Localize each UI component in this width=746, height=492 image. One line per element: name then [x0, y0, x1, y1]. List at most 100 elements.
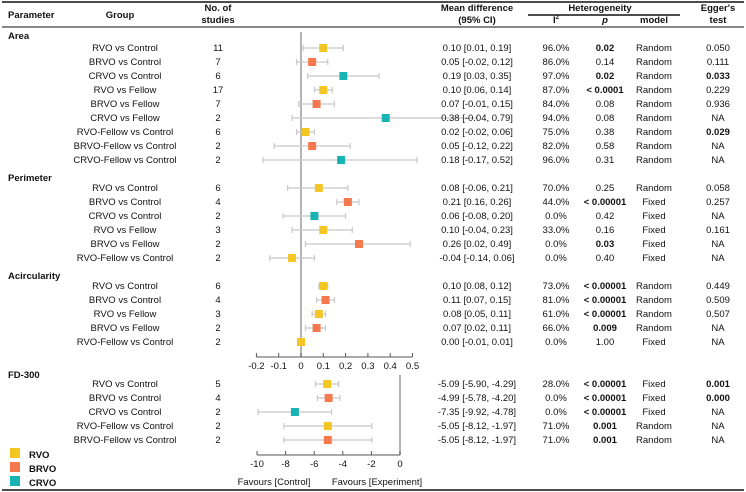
row-group: RVO-Fellow vs Control — [77, 337, 173, 348]
row-i2: 0.0% — [545, 407, 567, 418]
row-p-value: 1.00 — [596, 337, 615, 348]
row-mean-difference: 0.38 [-0.04, 0.79] — [441, 113, 513, 124]
row-egger: 0.029 — [706, 127, 730, 138]
header-model: model — [640, 15, 668, 26]
table-body: Area RVO vs Control 11 0.10 [0.01, 0.19] 96.… — [8, 31, 731, 489]
table-row: RVO vs Control 5 -5.09 [-5.90, -4.29] 28.0%… — [92, 379, 731, 390]
table-row: BRVO vs Control 4 -4.99 [-5.78, -4.20] 0.0%… — [89, 393, 730, 404]
table-row: CRVO vs Control 6 0.19 [0.03, 0.35] 97.0% 0.… — [89, 71, 730, 82]
row-egger: 0.000 — [706, 393, 730, 404]
legend-label: BRVO — [29, 464, 56, 475]
row-egger: NA — [711, 141, 725, 152]
row-i2: 0.0% — [545, 211, 567, 222]
point-estimate-marker — [290, 408, 299, 416]
row-model: Fixed — [642, 239, 665, 250]
row-p-value: 0.31 — [596, 155, 615, 166]
point-estimate-marker — [288, 254, 297, 262]
row-mean-difference: 0.00 [-0.01, 0.01] — [441, 337, 513, 348]
row-n-studies: 2 — [215, 337, 220, 348]
row-group: RVO-Fellow vs Control — [77, 253, 173, 264]
table-row: CRVO vs Fellow 2 0.38 [-0.04, 0.79] 94.0% 0.… — [90, 113, 725, 124]
row-i2: 0.0% — [545, 253, 567, 264]
row-i2: 0.0% — [545, 393, 567, 404]
header-n-line2: studies — [201, 15, 234, 26]
row-i2: 66.0% — [543, 323, 570, 334]
axis-tick-label: 0.4 — [384, 361, 397, 372]
row-model: Random — [636, 71, 672, 82]
point-estimate-marker — [323, 436, 332, 444]
row-n-studies: 2 — [215, 253, 220, 264]
header-group: Group — [106, 10, 135, 21]
point-estimate-marker — [312, 324, 321, 332]
row-egger: 0.257 — [706, 197, 730, 208]
table-row: RVO-Fellow vs Control 2 -0.04 [-0.14, 0.06… — [77, 253, 725, 264]
row-mean-difference: 0.08 [0.05, 0.11] — [443, 309, 511, 320]
row-egger: 0.058 — [706, 183, 730, 194]
axis-tick-label: 0.5 — [406, 361, 419, 372]
section-header: Perimeter — [8, 173, 52, 184]
row-p-value: 0.001 — [593, 435, 617, 446]
row-egger: 0.449 — [706, 281, 730, 292]
row-egger: NA — [711, 421, 725, 432]
point-estimate-marker — [319, 226, 328, 234]
header-p: p — [601, 15, 608, 26]
table-row: CRVO vs Control 2 -7.35 [-9.92, -4.78] 0.0%… — [89, 407, 726, 418]
row-group: CRVO-Fellow vs Control — [73, 155, 176, 166]
row-group: RVO vs Fellow — [94, 85, 157, 96]
table-row: RVO-Fellow vs Control 6 0.02 [-0.02, 0.06]… — [77, 127, 730, 138]
row-model: Random — [636, 57, 672, 68]
row-mean-difference: 0.19 [0.03, 0.35] — [443, 71, 512, 82]
row-p-value: 0.25 — [596, 183, 615, 194]
table-row: BRVO vs Control 4 0.11 [0.07, 0.15] 81.0% < … — [89, 295, 730, 306]
row-n-studies: 4 — [215, 295, 220, 306]
row-i2: 96.0% — [543, 43, 570, 54]
row-mean-difference: 0.08 [-0.06, 0.21] — [441, 183, 513, 194]
row-n-studies: 7 — [215, 99, 220, 110]
axis-tick-label: 0.1 — [317, 361, 330, 372]
row-mean-difference: 0.21 [0.16, 0.26] — [443, 197, 512, 208]
row-n-studies: 2 — [215, 407, 220, 418]
row-egger: NA — [711, 211, 725, 222]
table-row: CRVO-Fellow vs Control 2 0.18 [-0.17, 0.52… — [73, 155, 725, 166]
row-i2: 96.0% — [543, 155, 570, 166]
row-group: CRVO vs Control — [89, 211, 162, 222]
row-mean-difference: 0.11 [0.07, 0.15] — [443, 295, 511, 306]
row-mean-difference: -0.04 [-0.14, 0.06] — [440, 253, 515, 264]
row-n-studies: 2 — [215, 141, 220, 152]
row-n-studies: 7 — [215, 57, 220, 68]
table-row: RVO-Fellow vs Control 2 0.00 [-0.01, 0.01]… — [77, 337, 725, 348]
header-egger-line2: test — [710, 15, 728, 26]
legend-swatch — [10, 476, 20, 486]
row-i2: 97.0% — [543, 71, 570, 82]
row-egger: 0.509 — [706, 295, 730, 306]
row-p-value: < 0.00001 — [584, 393, 627, 404]
row-mean-difference: 0.10 [-0.04, 0.23] — [441, 225, 513, 236]
axis-tick-label: -0.1 — [271, 361, 287, 372]
header-parameter: Parameter — [8, 10, 55, 21]
row-n-studies: 2 — [215, 211, 220, 222]
row-p-value: < 0.0001 — [586, 85, 624, 96]
row-model: Random — [636, 127, 672, 138]
row-mean-difference: 0.05 [-0.12, 0.22] — [441, 141, 513, 152]
row-egger: NA — [711, 435, 725, 446]
row-n-studies: 2 — [215, 323, 220, 334]
row-group: RVO vs Control — [92, 183, 158, 194]
row-egger: 0.050 — [706, 43, 730, 54]
point-estimate-marker — [312, 100, 321, 108]
row-egger: NA — [711, 253, 725, 264]
legend-swatch — [10, 448, 20, 458]
row-p-value: < 0.00001 — [584, 197, 627, 208]
row-group: RVO-Fellow vs Control — [77, 127, 173, 138]
row-egger: NA — [711, 337, 725, 348]
row-group: BRVO vs Fellow — [91, 323, 160, 334]
axis-tick-label: 0 — [397, 459, 402, 470]
point-estimate-marker — [301, 128, 310, 136]
row-i2: 0.0% — [545, 337, 567, 348]
section-header: Acircularity — [8, 271, 61, 282]
row-i2: 71.0% — [543, 421, 570, 432]
row-group: BRVO vs Fellow — [91, 239, 160, 250]
row-group: BRVO-Fellow vs Control — [74, 141, 177, 152]
legend-label: CRVO — [29, 478, 56, 489]
row-mean-difference: 0.07 [0.02, 0.11] — [443, 323, 511, 334]
row-egger: NA — [711, 155, 725, 166]
